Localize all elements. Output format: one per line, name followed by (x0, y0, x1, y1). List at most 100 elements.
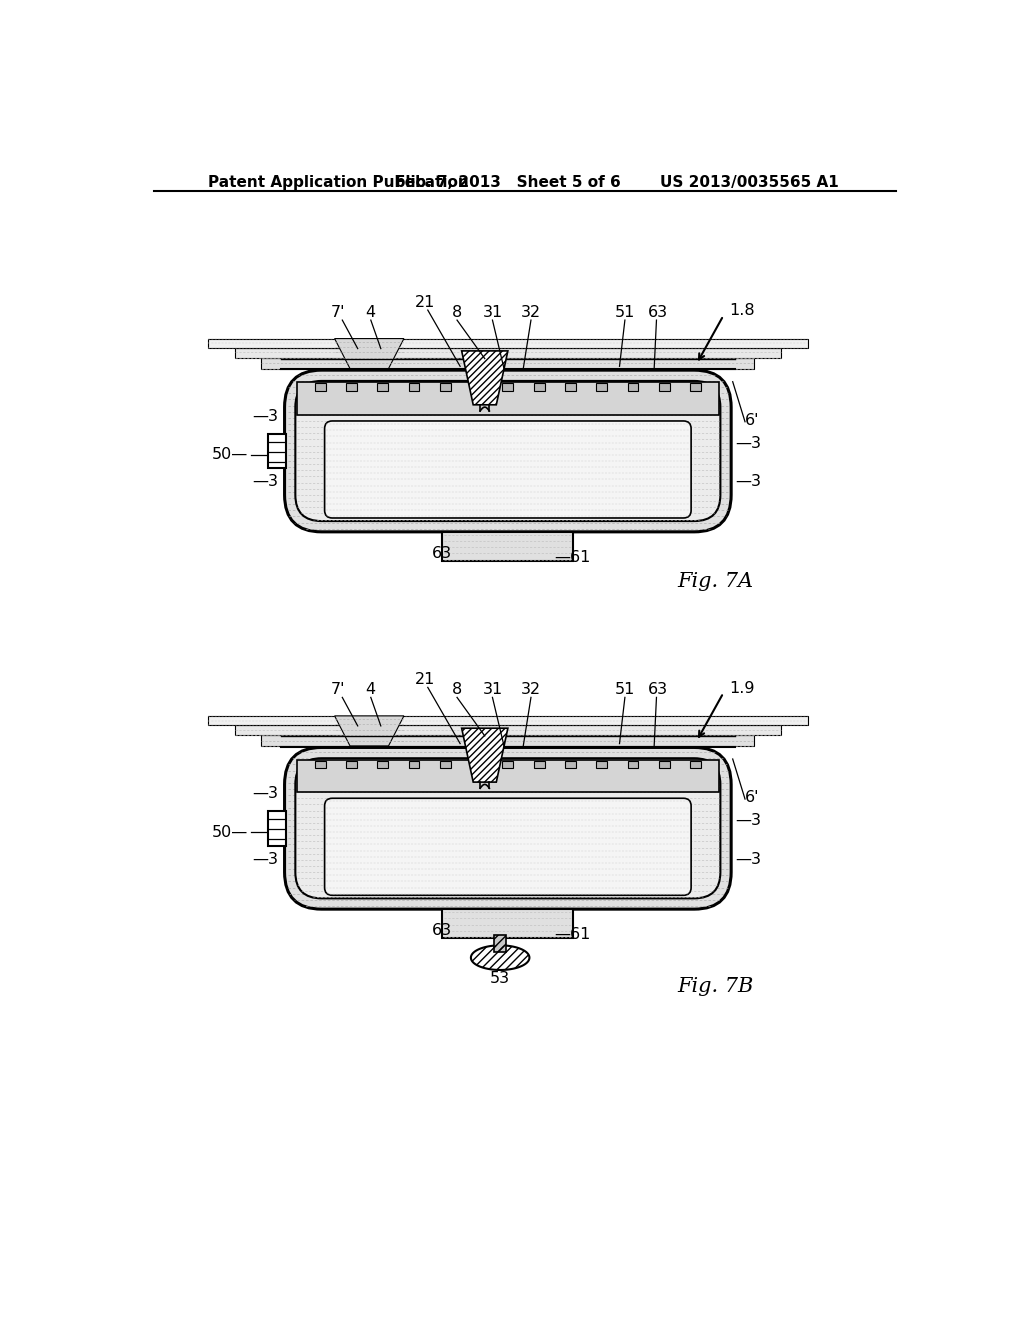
Bar (596, 760, 607, 768)
Text: 52: 52 (626, 793, 640, 807)
Text: 52: 52 (688, 793, 702, 807)
Bar (346, 760, 357, 768)
Text: 63: 63 (648, 305, 668, 321)
Text: —3: —3 (599, 486, 625, 500)
Bar (565, 383, 575, 391)
Text: 63: 63 (432, 923, 453, 939)
Text: 52: 52 (656, 793, 672, 807)
Polygon shape (335, 339, 403, 368)
Text: 21: 21 (415, 672, 435, 688)
Text: 63: 63 (317, 463, 338, 478)
Text: —3: —3 (252, 851, 279, 867)
Bar (690, 383, 700, 391)
Bar (658, 760, 670, 768)
Text: 33: 33 (469, 416, 484, 429)
Text: —3: —3 (735, 436, 761, 451)
Bar (346, 383, 357, 391)
Text: 7': 7' (331, 305, 346, 321)
FancyBboxPatch shape (285, 747, 731, 909)
Text: 1.9: 1.9 (730, 681, 755, 696)
Text: 4: 4 (366, 682, 376, 697)
Text: —3: —3 (252, 409, 279, 424)
Bar (261, 735, 755, 746)
Text: 52: 52 (501, 416, 515, 429)
Text: 8: 8 (452, 305, 462, 321)
Text: 52: 52 (407, 416, 422, 429)
Text: 52: 52 (376, 416, 390, 429)
Bar (261, 358, 755, 368)
Bar (440, 383, 451, 391)
Text: 52: 52 (407, 793, 422, 807)
Text: 52: 52 (438, 793, 453, 807)
Text: 63: 63 (648, 682, 668, 697)
Text: 52: 52 (594, 793, 609, 807)
Text: 50—: 50— (211, 447, 248, 462)
Bar (267, 434, 286, 469)
FancyBboxPatch shape (325, 421, 691, 517)
Polygon shape (462, 351, 508, 405)
Bar (314, 383, 326, 391)
Text: 31: 31 (482, 682, 503, 697)
Text: 52: 52 (563, 416, 578, 429)
FancyBboxPatch shape (285, 370, 731, 532)
Text: —61: —61 (554, 549, 591, 565)
Text: Feb. 7, 2013   Sheet 5 of 6: Feb. 7, 2013 Sheet 5 of 6 (395, 176, 621, 190)
Text: 52: 52 (344, 793, 359, 807)
Bar (409, 383, 420, 391)
Text: 52: 52 (531, 793, 547, 807)
Bar (596, 383, 607, 391)
Text: 52: 52 (594, 416, 609, 429)
Text: 63: 63 (684, 451, 705, 466)
Text: 2: 2 (497, 808, 507, 822)
Text: —3: —3 (599, 863, 625, 878)
FancyBboxPatch shape (295, 381, 720, 521)
Bar (442, 532, 573, 561)
Bar (234, 725, 781, 735)
Bar (409, 760, 420, 768)
Text: 52: 52 (688, 416, 702, 429)
Bar (494, 935, 506, 952)
Text: 1.8: 1.8 (730, 304, 756, 318)
Bar (503, 383, 513, 391)
Text: Fig. 7B: Fig. 7B (678, 977, 754, 995)
Bar (534, 383, 545, 391)
Polygon shape (335, 715, 403, 746)
Text: —3: —3 (735, 851, 761, 867)
Bar (565, 760, 575, 768)
Text: 31: 31 (482, 305, 503, 321)
Bar (471, 383, 482, 391)
FancyBboxPatch shape (325, 799, 691, 895)
Bar (208, 715, 808, 725)
Bar (503, 760, 513, 768)
Text: 51: 51 (614, 305, 635, 321)
Polygon shape (471, 945, 529, 970)
Text: 8: 8 (452, 682, 462, 697)
Bar (628, 760, 638, 768)
Bar (442, 909, 573, 939)
Text: Fig. 7A: Fig. 7A (678, 573, 754, 591)
Text: 33: 33 (469, 793, 484, 807)
Text: Patent Application Publication: Patent Application Publication (208, 176, 468, 190)
Text: 31: 31 (312, 793, 328, 807)
Text: 52: 52 (438, 416, 453, 429)
Text: 63: 63 (684, 829, 705, 843)
Bar (471, 760, 482, 768)
FancyBboxPatch shape (295, 758, 720, 899)
Bar (378, 383, 388, 391)
Text: 52: 52 (531, 416, 547, 429)
Bar (208, 339, 808, 348)
Text: —3: —3 (252, 474, 279, 490)
Text: —61: —61 (554, 927, 591, 942)
Text: 21: 21 (415, 296, 435, 310)
Bar (297, 760, 719, 792)
Text: 52: 52 (656, 416, 672, 429)
Bar (658, 383, 670, 391)
Text: 53: 53 (490, 970, 510, 986)
Text: —3: —3 (252, 787, 279, 801)
Bar (378, 760, 388, 768)
Text: 52: 52 (501, 793, 515, 807)
Text: —3: —3 (735, 813, 761, 828)
Text: 52: 52 (344, 416, 359, 429)
Bar (234, 348, 781, 358)
Text: 4: 4 (366, 305, 376, 321)
